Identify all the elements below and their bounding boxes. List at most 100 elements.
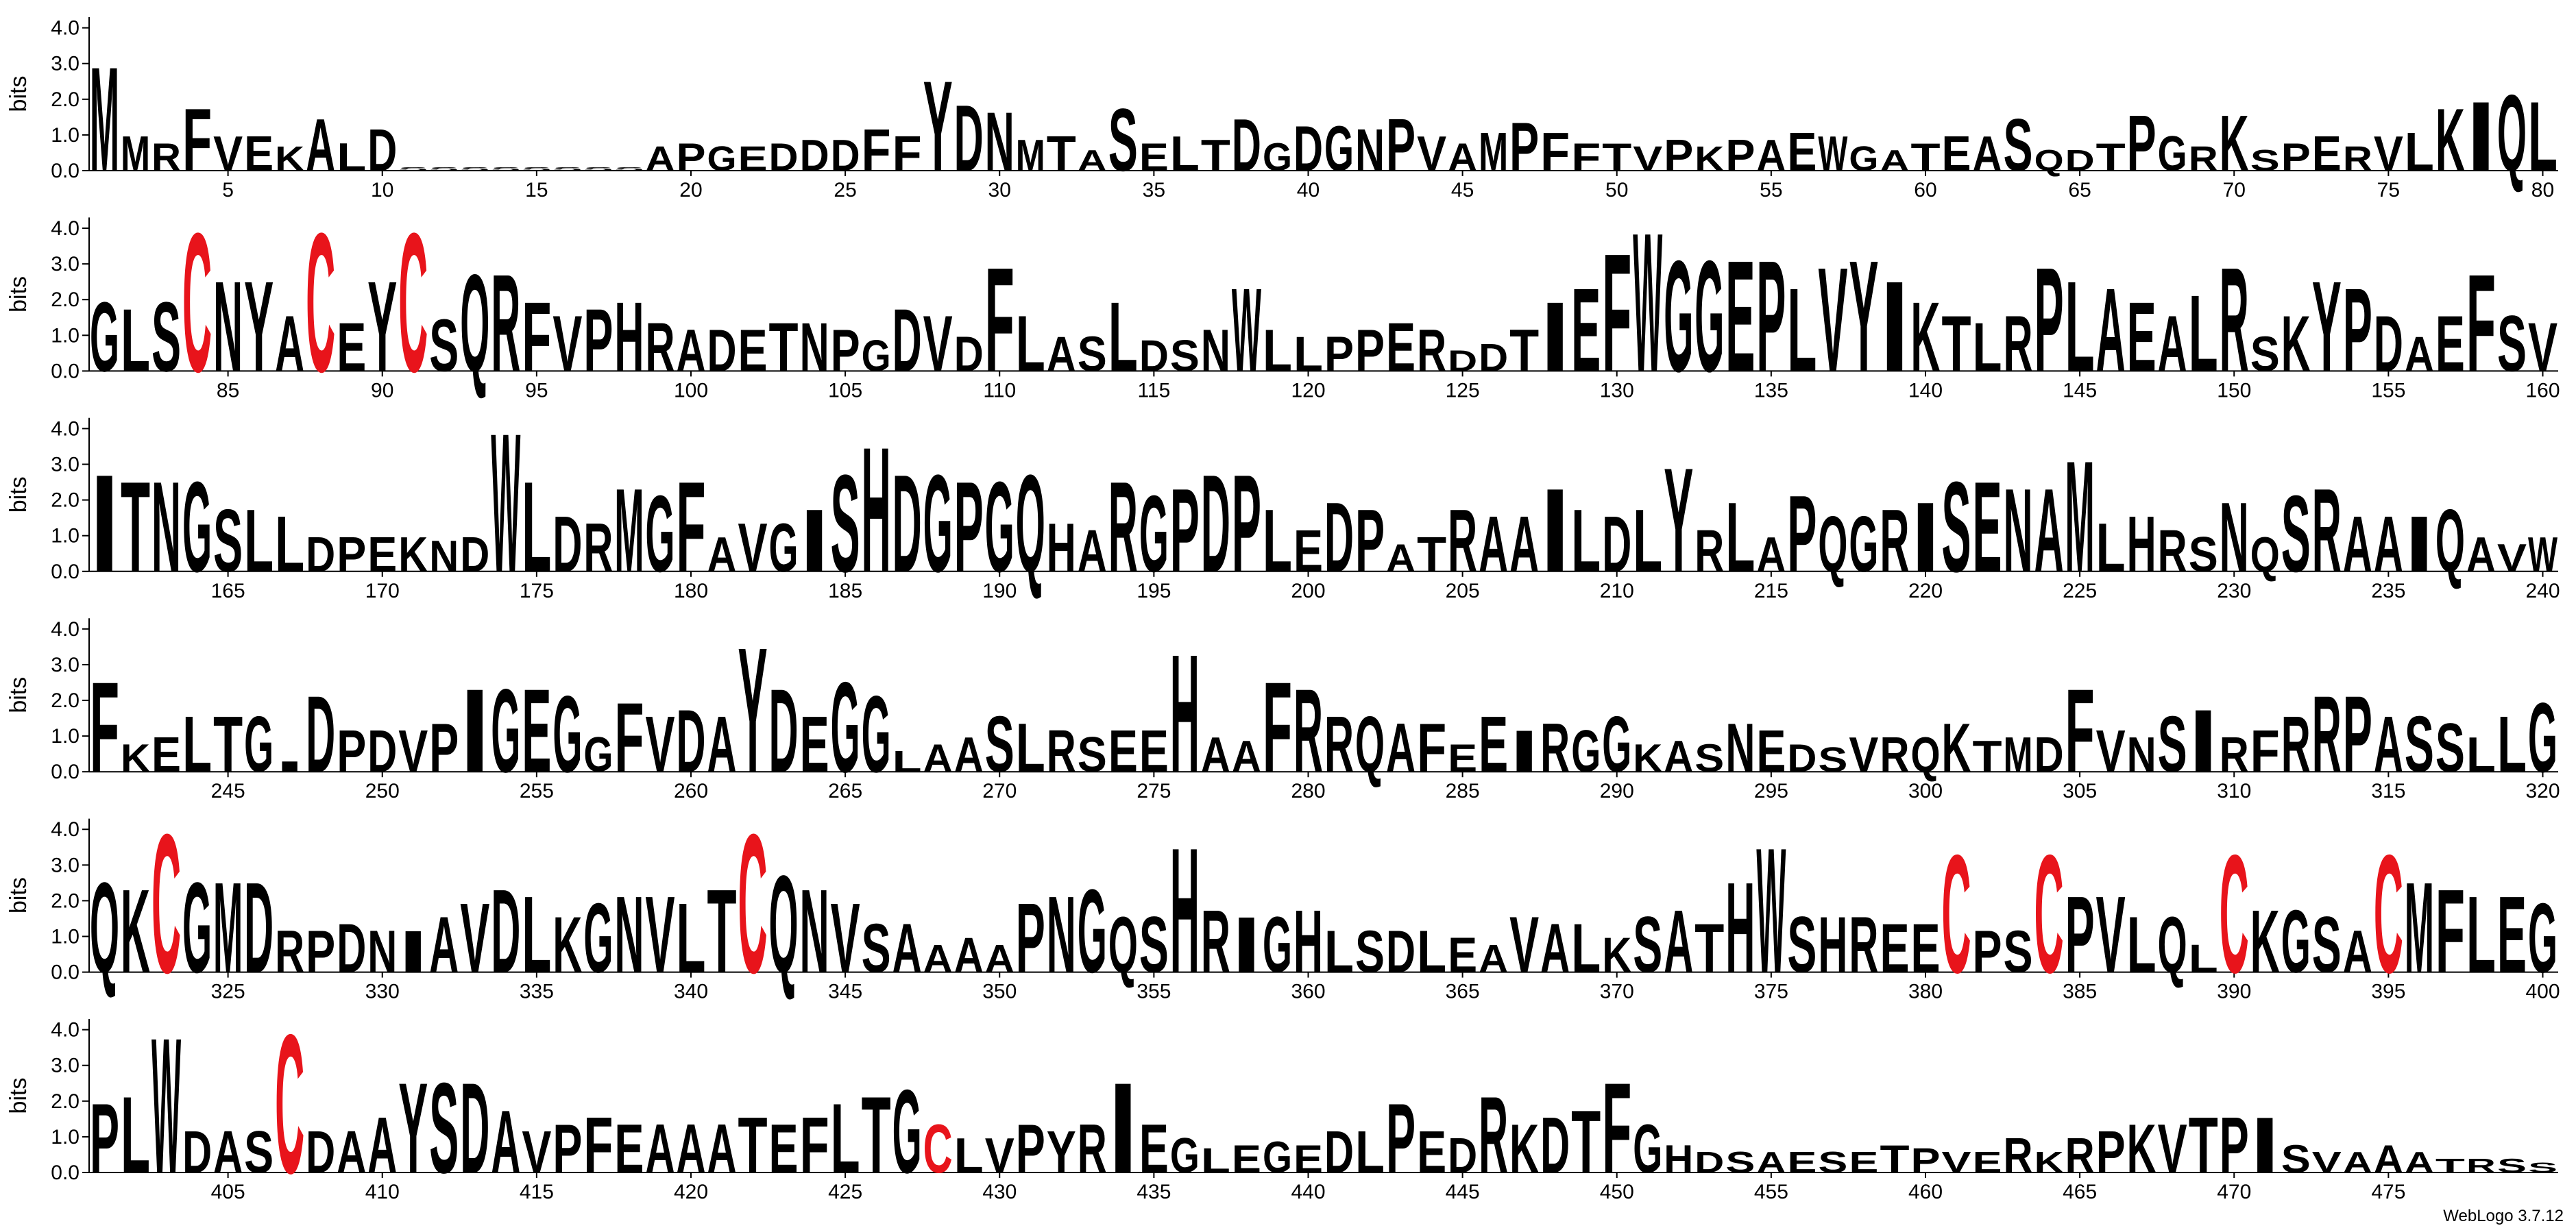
letter: R <box>2281 700 2311 788</box>
letter: I <box>2189 691 2218 791</box>
letter: P <box>306 918 335 985</box>
letter: A <box>1201 728 1230 783</box>
letter: P <box>1170 465 1200 598</box>
letter: V <box>2528 309 2557 386</box>
letter: E <box>151 728 181 783</box>
x-tick-label: 235 <box>2371 580 2405 602</box>
letter: F <box>182 90 212 190</box>
x-tick-label: 30 <box>988 179 1011 201</box>
letter: D <box>1448 1128 1477 1183</box>
letter: G <box>1170 1128 1200 1183</box>
letter: K <box>1910 282 1940 393</box>
x-tick-label: 100 <box>674 379 708 402</box>
letter: A <box>2374 500 2403 588</box>
x-tick-label: 190 <box>982 580 1017 602</box>
x-tick-label: 445 <box>1446 1181 1480 1203</box>
letter: V <box>2096 717 2126 784</box>
letter: D <box>954 327 984 382</box>
letter: F <box>1540 122 1570 183</box>
y-tick-label: 3.0 <box>51 654 80 676</box>
letter: A <box>892 910 922 987</box>
letter: R <box>151 135 181 179</box>
letter: P <box>1973 918 2002 985</box>
x-tick-label: 290 <box>1600 780 1634 802</box>
letter: T <box>121 455 150 599</box>
letter: M <box>1479 122 1508 183</box>
y-axis-label: bits <box>5 476 32 513</box>
letter: N <box>1355 116 1385 183</box>
x-tick-label: 310 <box>2217 780 2251 802</box>
x-tick-label: 240 <box>2525 580 2560 602</box>
x-tick-label: 430 <box>982 1181 1017 1203</box>
letter: A <box>2374 700 2403 788</box>
letter: L <box>1571 491 1601 591</box>
letter: L <box>954 1128 984 1183</box>
letter: A <box>2405 327 2434 382</box>
letter: V <box>1849 728 1878 783</box>
letter: P <box>337 527 366 582</box>
letter: E <box>1942 126 1971 181</box>
letter: F <box>2435 865 2465 998</box>
y-tick-label: 2.0 <box>51 88 80 111</box>
letter: Q <box>460 245 489 401</box>
letter: M <box>213 856 243 1000</box>
letter: W <box>2528 527 2557 582</box>
letter: I <box>1910 482 1940 593</box>
x-tick-label: 205 <box>1446 580 1480 602</box>
letter: R <box>2343 139 2372 178</box>
letter: T <box>1201 130 1230 180</box>
letter: H <box>614 282 644 393</box>
letter: L <box>1725 482 1755 593</box>
letter: K <box>1602 928 1631 983</box>
x-tick-label: 65 <box>2068 179 2091 201</box>
letter: N <box>985 95 1014 188</box>
letter: E <box>1880 910 1909 987</box>
letter: D <box>337 910 366 987</box>
x-tick-label: 355 <box>1137 981 1171 1003</box>
letter: G <box>1263 900 1292 989</box>
letter: E <box>800 700 829 788</box>
x-tick-label: 135 <box>1754 379 1788 402</box>
x-tick-label: 375 <box>1754 981 1788 1003</box>
letter: A <box>1232 732 1261 782</box>
letter: Q <box>2250 527 2280 582</box>
letter: L <box>1263 317 1292 384</box>
y-tick-label: 1.0 <box>51 525 80 548</box>
letter: L <box>1263 491 1292 591</box>
y-tick-label: 3.0 <box>51 854 80 876</box>
letter: A <box>1540 910 1570 987</box>
letter: R <box>2220 236 2249 403</box>
letter: D <box>306 674 335 796</box>
letter: I <box>2250 1101 2280 1189</box>
letter: N <box>2220 482 2249 593</box>
letter: D <box>552 500 582 588</box>
letter: I <box>398 918 428 985</box>
letter: G <box>1849 500 1878 588</box>
x-tick-label: 60 <box>1914 179 1936 201</box>
letter: L <box>1016 710 1045 787</box>
letter: D <box>1293 112 1323 185</box>
letter: N <box>1725 710 1755 787</box>
letter: Y <box>367 255 397 399</box>
y-axis-label: bits <box>5 677 32 713</box>
letter: S <box>1633 900 1662 989</box>
y-axis-label: bits <box>5 276 32 312</box>
x-tick-label: 335 <box>520 981 554 1003</box>
y-tick-label: 3.0 <box>51 1055 80 1077</box>
letter: W <box>1633 191 1662 413</box>
letter: V <box>1509 900 1539 989</box>
logo-row: bits 0.0 1.0 2.0 3.0 4.0 325 330 335 340 345 350 355… <box>5 793 2560 1014</box>
letter: L <box>1201 1141 1230 1180</box>
letter: V <box>1818 236 1847 403</box>
letter: E <box>1910 910 1940 987</box>
letter: A <box>213 1118 243 1185</box>
letter: S <box>460 167 489 172</box>
letter: E <box>614 1110 644 1188</box>
x-tick-label: 300 <box>1908 780 1943 802</box>
letter: R <box>645 309 675 386</box>
letter: L <box>2065 255 2095 399</box>
x-tick-label: 20 <box>679 179 702 201</box>
letter: A <box>2096 265 2126 397</box>
letter: S <box>1694 736 1724 780</box>
letter: D <box>1694 1146 1724 1179</box>
